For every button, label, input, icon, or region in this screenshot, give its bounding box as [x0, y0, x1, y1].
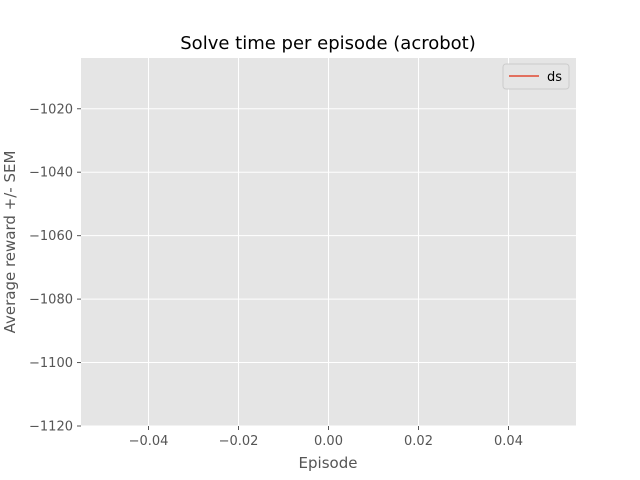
- x-tick-label: −0.02: [219, 434, 259, 449]
- y-tick-label: −1100: [29, 356, 73, 371]
- x-axis: −0.04 −0.02 0.00 0.02 0.04: [129, 426, 523, 449]
- y-tick-label: −1040: [29, 166, 73, 181]
- x-tick-label: 0.04: [494, 434, 523, 449]
- grid: [81, 58, 576, 427]
- x-tick-label: 0.02: [404, 434, 433, 449]
- chart-title: Solve time per episode (acrobot): [180, 33, 476, 54]
- y-tick-label: −1080: [29, 293, 73, 308]
- y-axis-label: Average reward +/- SEM: [1, 151, 19, 334]
- y-tick-label: −1120: [29, 420, 73, 435]
- legend-label-ds: ds: [547, 70, 562, 85]
- x-tick-label: −0.04: [129, 434, 169, 449]
- x-axis-label: Episode: [299, 454, 358, 472]
- y-tick-label: −1060: [29, 229, 73, 244]
- x-tick-label: 0.00: [314, 434, 343, 449]
- y-tick-label: −1020: [29, 102, 73, 117]
- legend: ds: [502, 63, 570, 90]
- y-axis: −1120 −1100 −1080 −1060 −1040 −1020: [29, 102, 81, 435]
